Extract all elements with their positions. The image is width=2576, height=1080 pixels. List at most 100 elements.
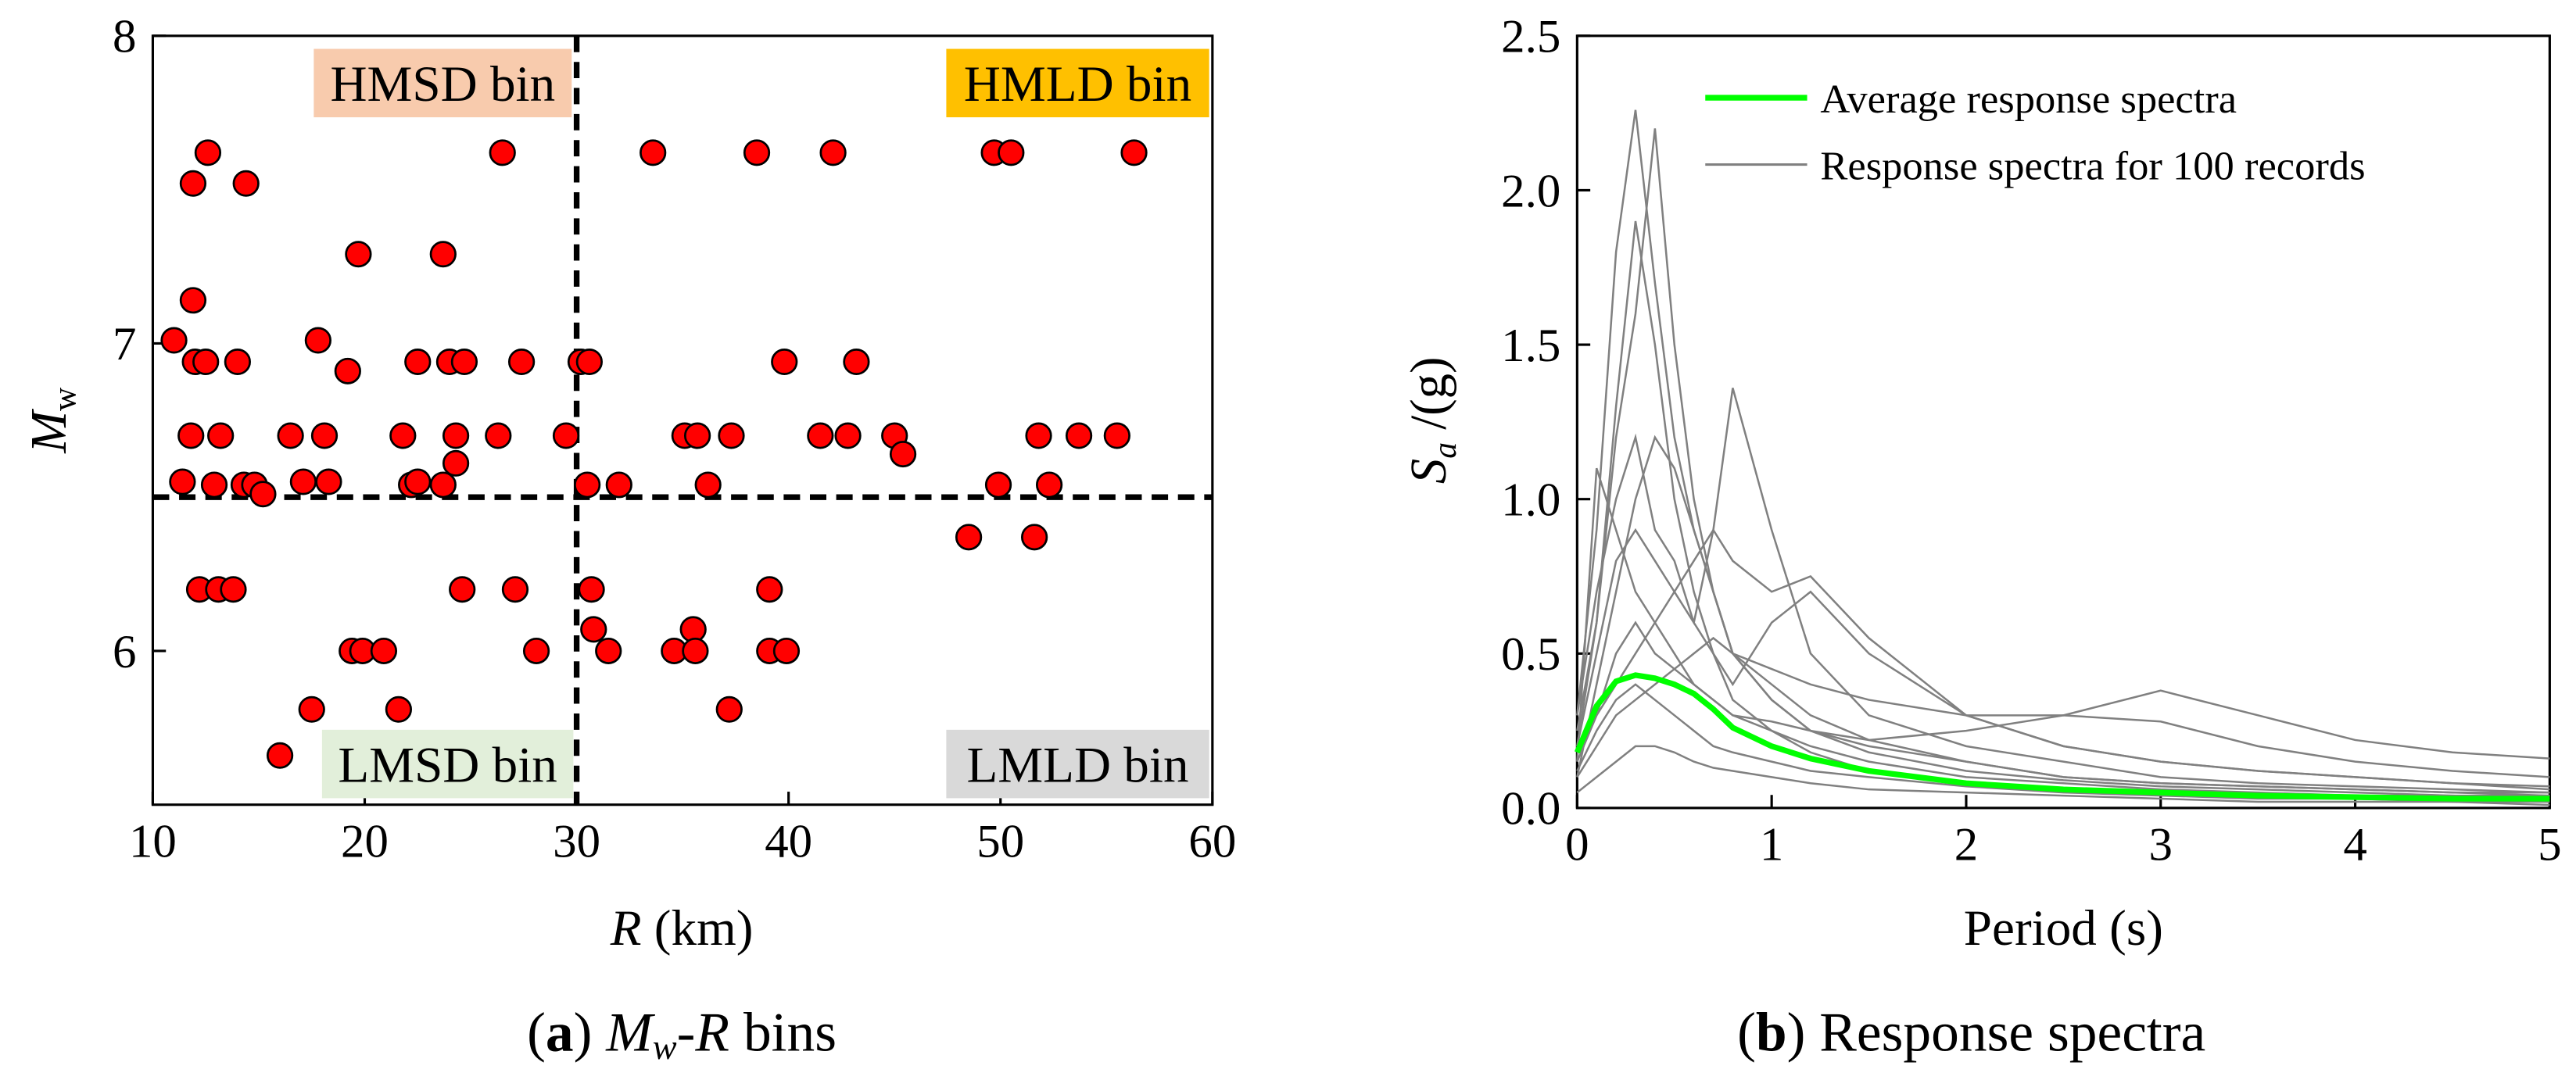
record-line — [1576, 435, 2550, 797]
point — [442, 449, 470, 477]
legend-label: Response spectra for 100 records — [1820, 143, 2365, 188]
point — [771, 349, 798, 376]
y-tick-label: 2.0 — [1501, 166, 1560, 218]
y-axis-label: Sa /(g) — [1401, 356, 1464, 484]
cap: ( — [527, 1003, 546, 1064]
x-tick-label: 5 — [2538, 819, 2561, 871]
point — [450, 349, 478, 376]
y-tick-label: 0.0 — [1501, 783, 1560, 835]
bin-box — [946, 729, 1209, 799]
y-label-var: S — [1401, 459, 1457, 484]
record-line — [1576, 388, 2550, 794]
record-line — [1576, 527, 2550, 788]
x-tick-label: 50 — [976, 816, 1024, 868]
y-tick-label: 1.5 — [1501, 320, 1560, 372]
cap: ) — [574, 1003, 607, 1064]
point — [169, 468, 196, 495]
point — [1021, 524, 1048, 551]
x-axis-label: R (km) — [610, 900, 754, 957]
y-tick-label: 6 — [113, 626, 136, 678]
cap: - — [677, 1003, 696, 1064]
point — [501, 576, 529, 603]
point — [370, 637, 398, 664]
point — [756, 576, 783, 603]
point — [485, 422, 512, 449]
point — [694, 471, 722, 499]
x-tick-label: 3 — [2149, 819, 2173, 871]
bin-label: HMLD bin — [964, 56, 1191, 113]
point — [819, 139, 847, 166]
x-tick-label: 60 — [1188, 816, 1236, 868]
y-tick-label: 7 — [113, 318, 136, 370]
cap: bins — [729, 1003, 837, 1064]
point — [718, 422, 745, 449]
y-tick-label: 1.0 — [1501, 474, 1560, 527]
x-tick-label: 10 — [129, 816, 177, 868]
point — [834, 422, 862, 449]
record-line — [1576, 620, 2550, 778]
point — [1025, 422, 1052, 449]
bin-box — [946, 48, 1209, 118]
bin-box — [321, 729, 574, 799]
point — [1065, 422, 1093, 449]
bin-box — [313, 48, 572, 118]
legend-label: Average response spectra — [1820, 77, 2237, 122]
point — [429, 241, 457, 268]
point — [179, 287, 207, 314]
cap: a — [546, 1003, 574, 1064]
cap: M — [605, 1003, 655, 1064]
point — [277, 422, 304, 449]
point — [449, 576, 476, 603]
point — [249, 481, 277, 508]
cap: w — [653, 1027, 677, 1067]
x-tick-label: 4 — [2343, 819, 2366, 871]
point — [442, 422, 470, 449]
panel-b: 0 1 2 3 4 5 0.0 0.5 1.0 1.5 2.0 2.5 Average response… — [1501, 11, 2561, 871]
x-tick-label: 1 — [1760, 819, 1783, 871]
point — [605, 471, 632, 499]
record-line — [1576, 433, 2550, 791]
x-label-var: R — [610, 900, 642, 957]
point — [984, 471, 1012, 499]
panel-a: 10 20 30 40 50 60 6 7 8 HMSD bin HMLD bin LMSD bin L… — [113, 11, 1236, 867]
point — [715, 696, 743, 723]
bin-label: HMSD bin — [330, 56, 555, 113]
point — [489, 139, 516, 166]
point — [574, 471, 601, 499]
y-label-unit: /(g) — [1401, 356, 1457, 442]
point — [682, 637, 709, 664]
bin-label: LMSD bin — [338, 738, 557, 794]
point — [266, 742, 294, 769]
point — [743, 139, 771, 166]
plot-frame — [151, 34, 1214, 806]
record-line — [1576, 745, 2550, 806]
point — [334, 357, 361, 384]
point — [507, 349, 536, 376]
x-tick-label: 0 — [1565, 819, 1589, 871]
point — [232, 170, 260, 197]
cap: R — [694, 1003, 729, 1064]
point — [889, 441, 917, 468]
point — [1035, 471, 1063, 499]
point — [220, 576, 247, 603]
caption-a: (a) Mw-R bins — [527, 1003, 837, 1067]
x-axis-label: Period (s) — [1964, 900, 2163, 957]
point — [160, 327, 188, 354]
point — [683, 422, 711, 449]
cap: ) Response spectra — [1787, 1003, 2206, 1064]
x-tick-label: 30 — [553, 816, 600, 868]
point — [1103, 422, 1130, 449]
point — [578, 576, 605, 603]
x-tick-label: 20 — [341, 816, 389, 868]
point — [1120, 139, 1148, 166]
record-line — [1576, 683, 2550, 803]
point — [207, 422, 235, 449]
point — [200, 471, 228, 499]
point — [289, 468, 317, 495]
point — [429, 471, 457, 499]
point — [194, 139, 222, 166]
point — [310, 422, 339, 449]
point — [304, 327, 332, 354]
point — [522, 637, 550, 664]
